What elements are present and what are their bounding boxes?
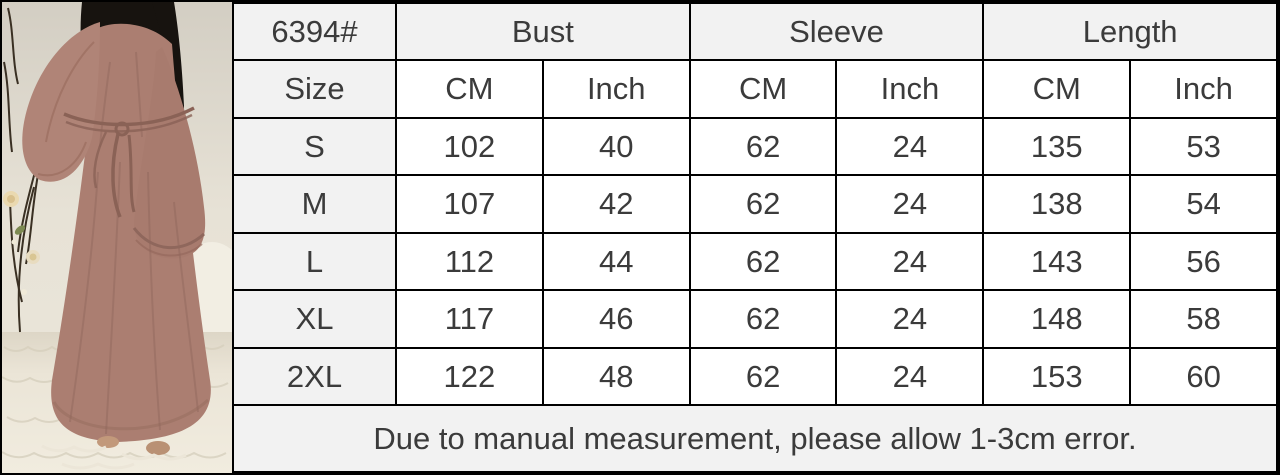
group-header-sleeve: Sleeve (688, 2, 985, 62)
product-photo (2, 2, 232, 473)
size-label: M (232, 174, 397, 234)
length-inch: 58 (1129, 289, 1278, 349)
product-photo-art (2, 2, 232, 473)
fabric-folds (69, 51, 199, 435)
length-cm: 153 (982, 346, 1132, 407)
size-label: L (232, 231, 397, 292)
rug-front-strands (41, 444, 187, 470)
sleeve-cm: 62 (688, 289, 838, 349)
bust-inch: 46 (541, 289, 691, 349)
measurement-note: Due to manual measurement, please allow … (232, 404, 1278, 473)
sleeve-inch: 24 (835, 116, 985, 177)
size-chart-table: 6394# Bust Sleeve Length Size CM Inch CM… (232, 2, 1278, 473)
size-row-m: M 107 42 62 24 138 54 (232, 174, 1278, 234)
sleeve-cm: 62 (688, 116, 838, 177)
size-row-xl: XL 117 46 62 24 148 58 (232, 289, 1278, 349)
bust-inch: 42 (541, 174, 691, 234)
right-sleeve (132, 47, 206, 259)
length-inch: 60 (1129, 346, 1278, 407)
product-code-cell: 6394# (232, 2, 397, 62)
hem-shadow (52, 398, 210, 431)
length-cm-header: CM (982, 59, 1132, 119)
bust-cm: 102 (395, 116, 544, 177)
sleeve-inch: 24 (835, 289, 985, 349)
sleeve-inch: 24 (835, 346, 985, 407)
group-header-bust: Bust (395, 2, 691, 62)
length-inch: 53 (1129, 116, 1278, 177)
size-row-s: S 102 40 62 24 135 53 (232, 116, 1278, 177)
bust-cm: 112 (395, 231, 544, 292)
size-row-2xl: 2XL 122 48 62 24 153 60 (232, 346, 1278, 407)
bust-cm: 107 (395, 174, 544, 234)
bust-inch-header: Inch (541, 59, 691, 119)
waist-tie-belt (63, 106, 195, 218)
length-inch-header: Inch (1129, 59, 1278, 119)
bust-cm: 117 (395, 289, 544, 349)
sleeve-inch: 24 (835, 174, 985, 234)
size-label: XL (232, 289, 397, 349)
size-row-l: L 112 44 62 24 143 56 (232, 231, 1278, 292)
left-sleeve (22, 22, 100, 182)
size-header-cell: Size (232, 59, 397, 119)
length-cm: 143 (982, 231, 1132, 292)
feet (97, 436, 170, 455)
length-cm: 148 (982, 289, 1132, 349)
length-inch: 54 (1129, 174, 1278, 234)
size-label: S (232, 116, 397, 177)
note-row: Due to manual measurement, please allow … (232, 404, 1278, 473)
length-inch: 56 (1129, 231, 1278, 292)
sleeve-cm-header: CM (688, 59, 838, 119)
group-header-row: 6394# Bust Sleeve Length (232, 2, 1278, 62)
sleeve-cm: 62 (688, 174, 838, 234)
sleeve-inch: 24 (835, 231, 985, 292)
group-header-length: Length (982, 2, 1278, 62)
sleeve-cm: 62 (688, 346, 838, 407)
bust-cm: 122 (395, 346, 544, 407)
model-figure (22, 2, 211, 455)
size-chart-pane: 6394# Bust Sleeve Length Size CM Inch CM… (232, 2, 1278, 473)
bust-cm-header: CM (395, 59, 544, 119)
bust-inch: 48 (541, 346, 691, 407)
sleeve-inch-header: Inch (835, 59, 985, 119)
size-label: 2XL (232, 346, 397, 407)
bust-inch: 44 (541, 231, 691, 292)
length-cm: 135 (982, 116, 1132, 177)
length-cm: 138 (982, 174, 1132, 234)
sleeve-cm: 62 (688, 231, 838, 292)
bust-inch: 40 (541, 116, 691, 177)
unit-header-row: Size CM Inch CM Inch CM Inch (232, 59, 1278, 119)
